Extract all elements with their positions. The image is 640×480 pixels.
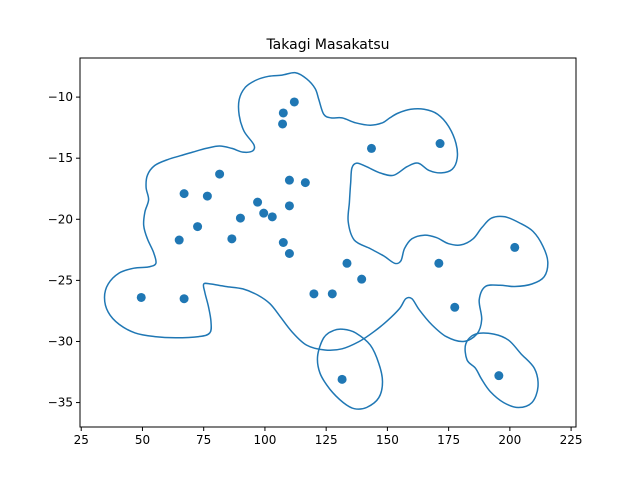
x-tick-label: 100 — [253, 433, 276, 447]
points-layer — [136, 97, 520, 384]
data-point-5 — [435, 139, 445, 149]
data-point-12 — [284, 201, 294, 211]
contour-line-3 — [464, 332, 539, 409]
data-point-21 — [342, 258, 352, 268]
y-tick-label: −20 — [48, 212, 73, 226]
data-point-8 — [202, 191, 212, 201]
plot-frame — [79, 57, 577, 428]
data-point-16 — [193, 222, 203, 232]
contour-layer — [103, 71, 549, 410]
data-point-22 — [434, 258, 444, 268]
y-axis: −10 −15 −20 −25 −30 −35 — [48, 90, 80, 410]
data-point-28 — [179, 294, 189, 304]
data-point-25 — [309, 289, 319, 299]
y-tick-label: −10 — [48, 90, 73, 104]
data-point-2 — [278, 108, 288, 118]
x-tick-label: 50 — [135, 433, 150, 447]
x-tick-label: 125 — [315, 433, 338, 447]
data-point-6 — [215, 169, 225, 179]
y-tick-label: −35 — [48, 396, 73, 410]
x-tick-label: 225 — [560, 433, 583, 447]
y-tick-label: −30 — [48, 334, 73, 348]
data-point-13 — [259, 208, 269, 218]
data-point-14 — [235, 213, 245, 223]
contour-line-2 — [316, 328, 384, 410]
data-point-18 — [227, 234, 237, 244]
data-point-10 — [300, 178, 310, 188]
data-point-4 — [366, 143, 376, 153]
x-tick-label: 150 — [376, 433, 399, 447]
data-point-23 — [510, 242, 520, 252]
contour-line-1 — [103, 71, 549, 352]
data-point-27 — [136, 292, 146, 302]
data-point-24 — [357, 274, 367, 284]
data-point-7 — [179, 189, 189, 199]
y-tick-label: −25 — [48, 273, 73, 287]
x-tick-label: 200 — [498, 433, 521, 447]
x-tick-label: 75 — [196, 433, 211, 447]
data-point-15 — [267, 212, 277, 222]
data-point-3 — [278, 119, 288, 129]
data-point-31 — [494, 371, 504, 381]
x-tick-label: 25 — [74, 433, 89, 447]
x-tick-label: 175 — [437, 433, 460, 447]
data-point-26 — [327, 289, 337, 299]
data-point-17 — [174, 235, 184, 245]
data-point-19 — [278, 238, 288, 247]
data-point-20 — [284, 248, 294, 258]
data-point-29 — [450, 302, 460, 312]
data-point-11 — [253, 197, 263, 207]
data-point-9 — [284, 175, 294, 185]
data-point-1 — [289, 97, 299, 107]
data-point-30 — [337, 374, 347, 384]
x-axis: 25 50 75 100 125 150 175 200 225 — [74, 427, 583, 447]
chart-title: Takagi Masakatsu — [265, 37, 389, 53]
y-tick-label: −15 — [48, 151, 73, 165]
